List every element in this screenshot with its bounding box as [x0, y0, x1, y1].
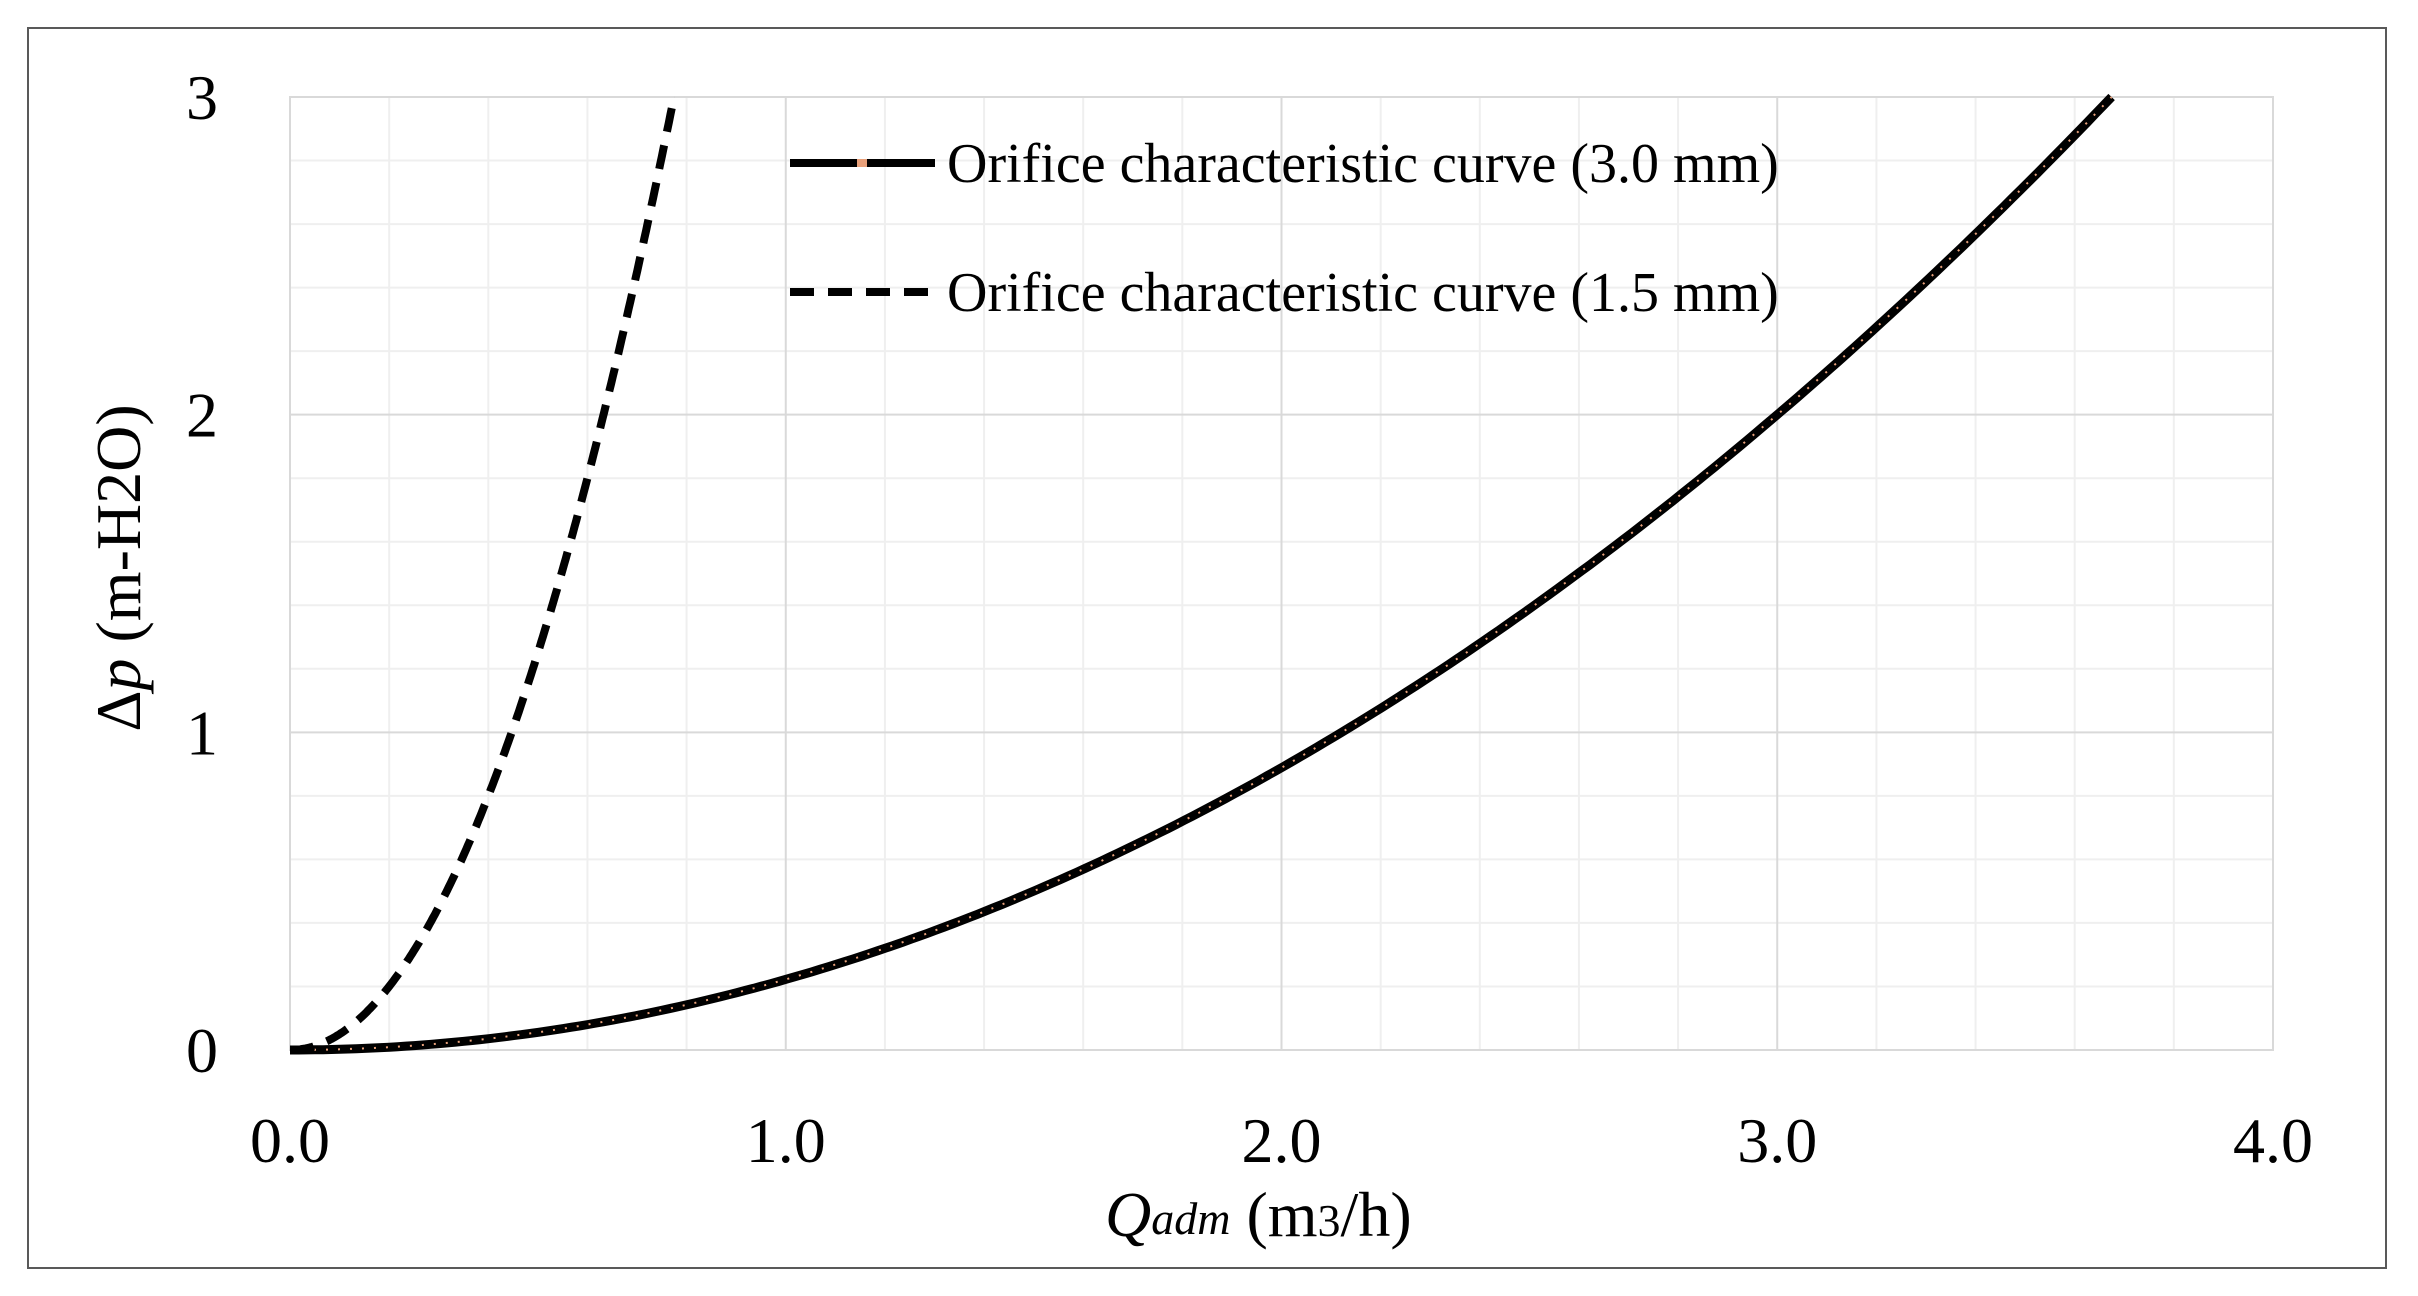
x-tick-label: 2.0 — [1242, 1105, 1322, 1176]
legend: Orifice characteristic curve (3.0 mm) Or… — [790, 133, 1779, 324]
x-axis-unit-post: /h) — [1341, 1179, 1412, 1250]
x-axis-unit-sup: 3 — [1318, 1195, 1341, 1246]
x-axis-title: Qadm (m3/h) — [1105, 1179, 1412, 1250]
y-tick-label: 2 — [186, 380, 218, 451]
series-line-1-5mm — [290, 96, 678, 1054]
series-marker-trace-3mm — [290, 96, 2113, 1051]
y-axis-title: Δp (m-H2O) — [83, 404, 154, 731]
y-axis-delta: Δ — [83, 691, 154, 732]
series-layer — [289, 93, 2115, 1055]
y-tick-label: 3 — [186, 62, 218, 133]
x-axis-subscript: adm — [1151, 1193, 1230, 1244]
major-gridlines — [290, 97, 2273, 1050]
legend-marker-3mm — [857, 159, 867, 167]
y-tick-label: 0 — [186, 1015, 218, 1086]
legend-label-3mm: Orifice characteristic curve (3.0 mm) — [947, 133, 1779, 195]
y-axis-tick-labels: 0 1 2 3 — [186, 62, 218, 1086]
x-tick-label: 0.0 — [250, 1105, 330, 1176]
chart-frame — [27, 27, 2387, 1269]
x-axis-unit-pre: (m — [1230, 1179, 1317, 1250]
x-tick-label: 3.0 — [1737, 1105, 1817, 1176]
x-tick-label: 4.0 — [2233, 1105, 2313, 1176]
x-axis-tick-labels: 0.0 1.0 2.0 3.0 4.0 — [250, 1105, 2313, 1176]
y-axis-symbol: p — [83, 659, 154, 695]
y-axis-unit: (m-H2O) — [83, 404, 154, 658]
plot-area-border — [289, 96, 2274, 1051]
x-axis-symbol: Q — [1105, 1179, 1151, 1250]
legend-label-1-5mm: Orifice characteristic curve (1.5 mm) — [947, 262, 1779, 324]
x-tick-label: 1.0 — [746, 1105, 826, 1176]
y-tick-label: 1 — [186, 697, 218, 768]
